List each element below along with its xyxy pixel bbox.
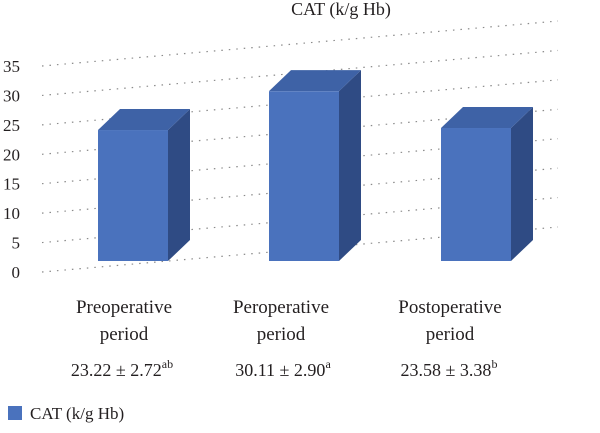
y-tick-label: 20: [3, 145, 20, 164]
bar-front: [269, 91, 339, 262]
legend: CAT (k/g Hb): [8, 404, 124, 423]
value-labels: 23.22 ± 2.72ab 30.11 ± 2.90a 23.58 ± 3.38b: [71, 357, 498, 380]
y-tick-label: 30: [3, 86, 20, 105]
y-tick-label: 5: [12, 234, 21, 253]
bar-side: [511, 107, 533, 262]
bar: [441, 107, 533, 262]
chart-title: CAT (k/g Hb): [291, 0, 391, 20]
category-label: Postoperative period: [398, 297, 501, 345]
bar-side: [339, 70, 361, 262]
y-tick-label: 35: [3, 57, 20, 76]
y-tick-label: 15: [3, 175, 20, 194]
bar-front: [98, 130, 168, 261]
y-axis-ticks: 0 5 10 15 20 25 30 35: [3, 57, 20, 282]
bar-side: [168, 109, 190, 261]
bar-top: [269, 70, 361, 92]
bar: [98, 109, 190, 261]
legend-swatch: [8, 406, 22, 420]
category-label: Peroperative period: [233, 297, 329, 345]
y-tick-label: 0: [12, 263, 21, 282]
y-tick-label: 25: [3, 116, 20, 135]
value-label: 23.22 ± 2.72ab: [71, 357, 173, 380]
y-tick-label: 10: [3, 204, 20, 223]
bar: [269, 70, 361, 262]
gridline: [41, 20, 559, 67]
value-label: 30.11 ± 2.90a: [235, 357, 331, 380]
category-label: Preoperative period: [76, 297, 172, 345]
bar-top: [441, 107, 533, 129]
legend-label: CAT (k/g Hb): [30, 404, 124, 423]
bar-front: [441, 128, 511, 261]
bars: [98, 70, 533, 262]
bar-top: [98, 109, 190, 131]
category-labels: Preoperative period Peroperative period Post…: [76, 297, 502, 345]
value-label: 23.58 ± 3.38b: [401, 357, 498, 380]
